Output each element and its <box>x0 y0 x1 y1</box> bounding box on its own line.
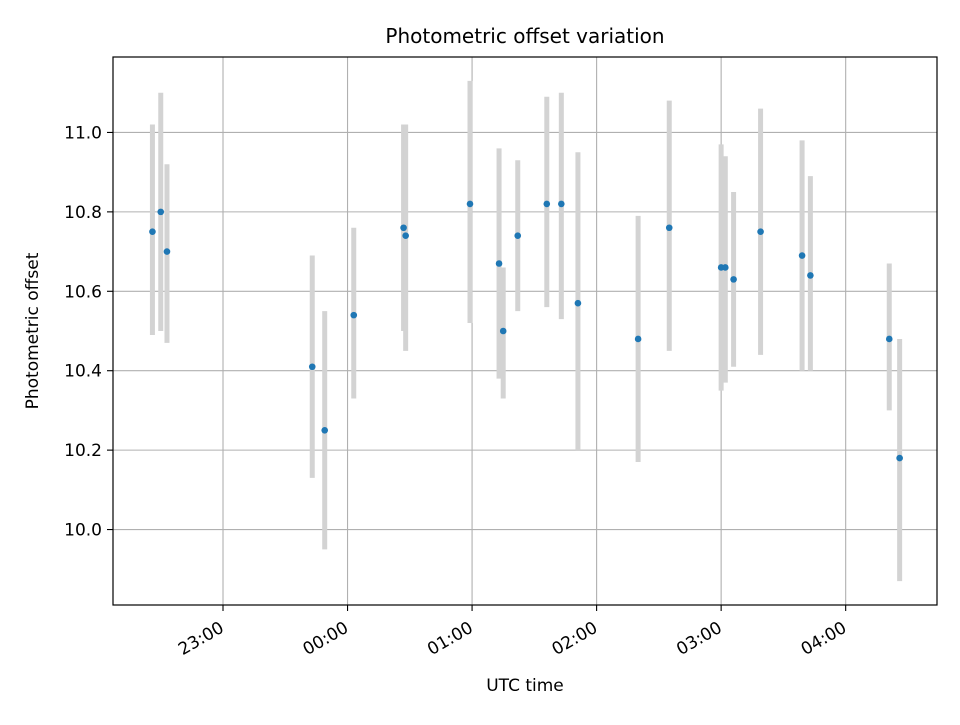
data-point <box>558 200 565 208</box>
data-point <box>543 200 551 208</box>
data-point <box>574 299 582 307</box>
data-point <box>730 276 737 283</box>
y-tick-label: 10.8 <box>64 203 102 223</box>
data-point <box>757 228 764 236</box>
data-point <box>495 260 503 267</box>
data-point <box>350 311 358 319</box>
x-axis-label: UTC time <box>486 676 564 696</box>
data-point <box>721 264 729 271</box>
data-points <box>149 200 903 462</box>
y-tick-label: 10.4 <box>64 362 102 382</box>
data-point <box>798 252 806 259</box>
y-tick-label: 10.0 <box>64 521 102 541</box>
data-point <box>321 426 329 434</box>
data-point <box>308 363 316 371</box>
y-tick-label: 10.2 <box>64 441 102 461</box>
data-point <box>149 228 156 236</box>
data-point <box>466 200 474 208</box>
plot-frame <box>112 56 938 606</box>
data-point <box>885 335 893 343</box>
data-point <box>514 232 522 239</box>
data-point <box>499 327 507 335</box>
data-point <box>157 208 165 216</box>
data-point <box>400 224 407 232</box>
data-point <box>807 272 814 279</box>
y-axis-label: Photometric offset <box>23 252 43 409</box>
data-point <box>896 454 903 462</box>
data-point <box>665 224 673 232</box>
data-point <box>163 248 171 255</box>
y-tick-label: 10.6 <box>64 282 102 302</box>
data-point <box>634 335 642 343</box>
y-tick-label: 11.0 <box>64 123 102 143</box>
data-point <box>402 232 409 239</box>
chart-title: Photometric offset variation <box>385 24 664 48</box>
